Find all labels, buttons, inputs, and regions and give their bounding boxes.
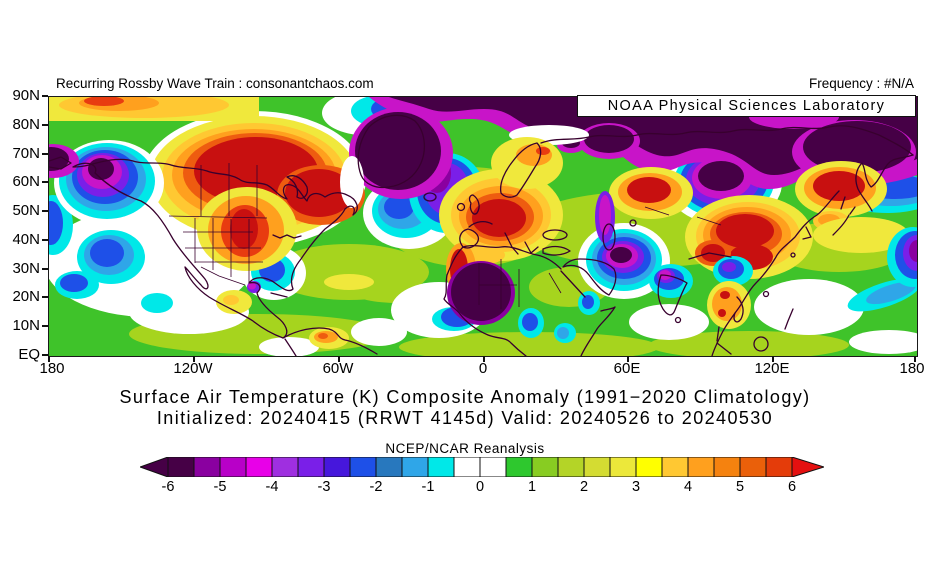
colorbar — [140, 457, 824, 477]
lat-label-30n: 30N — [12, 260, 40, 277]
lat-tick — [42, 354, 48, 356]
cb-label-6: 6 — [787, 479, 797, 495]
lat-label-20n: 20N — [12, 288, 40, 305]
chart-subtitle: Initialized: 20240415 (RRWT 4145d) Valid… — [156, 408, 774, 428]
cb-label-0: 0 — [475, 479, 485, 495]
colorbar-cell — [739, 457, 767, 477]
cb-label-1: 1 — [527, 479, 537, 495]
colorbar-cell — [193, 457, 221, 477]
lat-tick — [42, 210, 48, 212]
cb-label-neg2: -2 — [369, 479, 383, 495]
noaa-psl-banner: NOAA Physical Sciences Laboratory — [577, 95, 916, 117]
lat-tick — [42, 95, 48, 97]
lon-label-60w: 60W — [322, 360, 354, 377]
lon-tick — [627, 356, 629, 362]
colorbar-cells — [167, 457, 793, 477]
colorbar-cell — [323, 457, 351, 477]
cb-label-neg4: -4 — [265, 479, 279, 495]
cb-label-3: 3 — [631, 479, 641, 495]
map-coastlines — [49, 114, 914, 356]
lon-label-180e: 180 — [899, 360, 925, 377]
lat-label-60n: 60N — [12, 173, 40, 190]
lat-label-70n: 70N — [12, 145, 40, 162]
colorbar-cell — [687, 457, 715, 477]
lat-tick — [42, 124, 48, 126]
colorbar-cell — [609, 457, 637, 477]
lon-tick — [483, 356, 485, 362]
colorbar-right-arrow — [791, 457, 824, 477]
lat-tick — [42, 296, 48, 298]
colorbar-cell — [375, 457, 403, 477]
header-left-text: Recurring Rossby Wave Train : consonantc… — [56, 76, 374, 91]
lat-tick — [42, 268, 48, 270]
lat-label-40n: 40N — [12, 231, 40, 248]
lon-tick — [48, 356, 50, 362]
colorbar-cell — [167, 457, 195, 477]
lat-label-90n: 90N — [12, 87, 40, 104]
lat-label-eq: EQ — [18, 346, 40, 363]
lon-tick — [914, 356, 916, 362]
colorbar-cell — [245, 457, 273, 477]
lon-label-60e: 60E — [613, 360, 641, 377]
cb-label-5: 5 — [735, 479, 745, 495]
colorbar-cell — [349, 457, 377, 477]
colorbar-cell — [661, 457, 689, 477]
cb-label-neg6: -6 — [161, 479, 175, 495]
anomaly-map — [49, 97, 917, 356]
colorbar-cell — [401, 457, 429, 477]
colorbar-cell — [765, 457, 793, 477]
lat-label-10n: 10N — [12, 317, 40, 334]
cb-label-2: 2 — [579, 479, 589, 495]
lat-tick — [42, 153, 48, 155]
colorbar-cell — [219, 457, 247, 477]
lon-label-120w: 120W — [173, 360, 213, 377]
lon-label-180w: 180 — [39, 360, 65, 377]
lon-tick — [193, 356, 195, 362]
colorbar-cell — [479, 457, 507, 477]
colorbar-cell — [635, 457, 663, 477]
colorbar-left-arrow — [140, 457, 169, 477]
lon-label-0: 0 — [478, 360, 488, 377]
colorbar-cell — [557, 457, 585, 477]
lat-tick — [42, 325, 48, 327]
lat-tick — [42, 181, 48, 183]
lat-tick — [42, 239, 48, 241]
lon-tick — [772, 356, 774, 362]
cb-label-4: 4 — [683, 479, 693, 495]
map-political-borders — [168, 163, 722, 309]
cb-label-neg5: -5 — [213, 479, 227, 495]
map-fill-blobs — [49, 97, 917, 356]
lat-label-50n: 50N — [12, 202, 40, 219]
colorbar-cell — [713, 457, 741, 477]
colorbar-cell — [297, 457, 325, 477]
cb-label-neg3: -3 — [317, 479, 331, 495]
lat-label-80n: 80N — [12, 116, 40, 133]
colorbar-cell — [453, 457, 481, 477]
cb-label-neg1: -1 — [421, 479, 435, 495]
map-plot-area — [48, 96, 918, 357]
header-frequency-text: Frequency : #N/A — [808, 76, 914, 91]
colorbar-cell — [505, 457, 533, 477]
colorbar-cell — [583, 457, 611, 477]
colorbar-cell — [531, 457, 559, 477]
lon-label-120e: 120E — [754, 360, 790, 377]
colorbar-cell — [427, 457, 455, 477]
dataset-source-label: NCEP/NCAR Reanalysis — [385, 441, 545, 456]
lon-tick — [338, 356, 340, 362]
chart-title: Surface Air Temperature (K) Composite An… — [119, 387, 811, 407]
colorbar-cell — [271, 457, 299, 477]
